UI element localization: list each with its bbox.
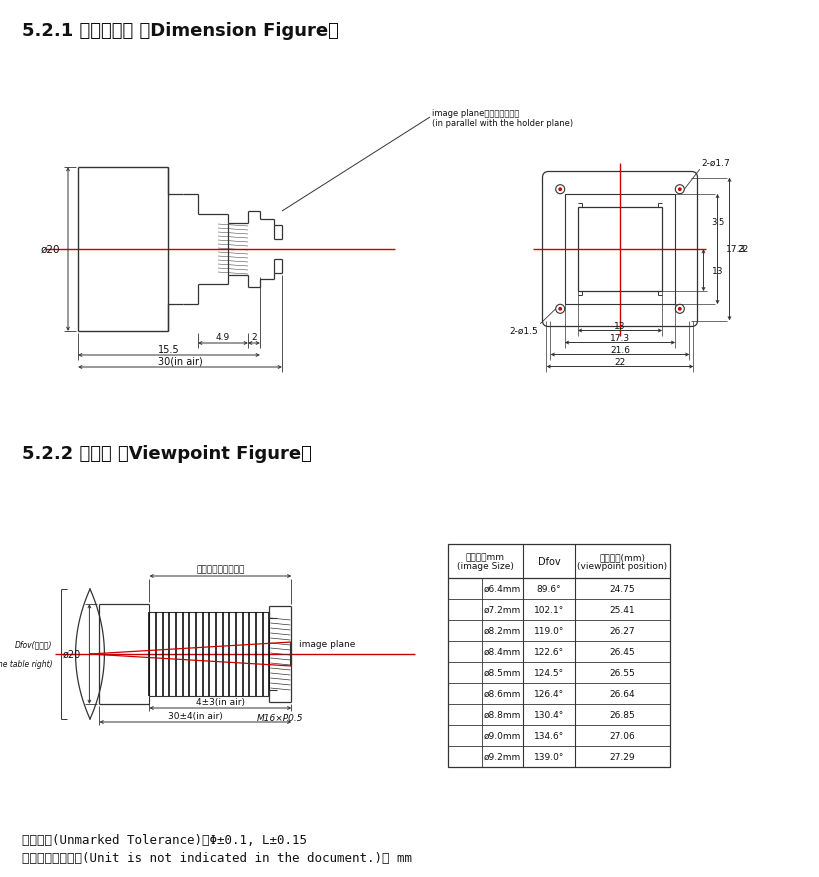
Text: ø9.2mm: ø9.2mm — [482, 752, 520, 761]
Text: 130.4°: 130.4° — [533, 710, 563, 719]
Text: 119.0°: 119.0° — [533, 626, 563, 635]
Text: 30±4(in air): 30±4(in air) — [168, 712, 223, 721]
Text: 27.06: 27.06 — [609, 731, 635, 740]
Bar — [564, 195, 674, 305]
Text: (viewpoint position): (viewpoint position) — [577, 562, 667, 571]
Text: 122.6°: 122.6° — [533, 647, 563, 656]
Text: 2-ø1.7: 2-ø1.7 — [701, 159, 730, 168]
Text: 未注公差(Unmarked Tolerance)：Φ±0.1, L±0.15: 未注公差(Unmarked Tolerance)：Φ±0.1, L±0.15 — [22, 833, 306, 846]
Text: 25.41: 25.41 — [609, 605, 635, 614]
Text: 26.45: 26.45 — [609, 647, 635, 656]
Text: ø20: ø20 — [40, 245, 60, 254]
Circle shape — [559, 308, 561, 310]
Text: 13: 13 — [613, 322, 625, 331]
Text: Dfov: Dfov — [537, 556, 559, 567]
Text: 27.29: 27.29 — [609, 752, 635, 761]
Text: ø8.4mm: ø8.4mm — [482, 647, 520, 656]
Text: 102.1°: 102.1° — [533, 605, 563, 614]
Text: image plane面与底座面平齐: image plane面与底座面平齐 — [432, 109, 518, 118]
Text: 3.5: 3.5 — [711, 217, 724, 226]
Text: ø8.5mm: ø8.5mm — [482, 668, 520, 677]
Circle shape — [559, 189, 561, 191]
Text: 26.27: 26.27 — [609, 626, 635, 635]
Text: Dfov(见表格): Dfov(见表格) — [15, 639, 52, 649]
Text: ø8.2mm: ø8.2mm — [482, 626, 520, 635]
Circle shape — [678, 189, 680, 191]
Text: (see the table right): (see the table right) — [0, 660, 52, 669]
Text: 26.55: 26.55 — [609, 668, 635, 677]
Text: 15.5: 15.5 — [158, 345, 179, 354]
Bar — [447, 545, 669, 767]
Text: 22: 22 — [613, 358, 625, 367]
Text: 17.3: 17.3 — [725, 246, 744, 254]
Text: 22: 22 — [736, 246, 748, 254]
Text: ø8.6mm: ø8.6mm — [482, 689, 520, 698]
Text: 17.3: 17.3 — [609, 333, 629, 343]
Text: ø20: ø20 — [63, 649, 81, 660]
Text: 2: 2 — [251, 333, 256, 342]
Text: (image Size): (image Size) — [456, 562, 514, 571]
Text: image plane: image plane — [299, 639, 355, 649]
Text: 5.2.1 外形尺寸图 （Dimension Figure）: 5.2.1 外形尺寸图 （Dimension Figure） — [22, 22, 338, 40]
Text: ø6.4mm: ø6.4mm — [482, 584, 520, 594]
Text: 2-ø1.5: 2-ø1.5 — [509, 326, 537, 335]
Bar — [577, 208, 662, 292]
Text: 5.2.2 视点图 （Viewpoint Figure）: 5.2.2 视点图 （Viewpoint Figure） — [22, 445, 311, 462]
Text: 4±3(in air): 4±3(in air) — [196, 698, 245, 707]
Text: 30(in air): 30(in air) — [157, 357, 202, 367]
Circle shape — [678, 308, 680, 310]
Text: 13: 13 — [711, 267, 722, 275]
Text: 本规格书未注单位(Unit is not indicated in the document.)： mm: 本规格书未注单位(Unit is not indicated in the do… — [22, 851, 411, 864]
Text: ø7.2mm: ø7.2mm — [482, 605, 520, 614]
Text: M16×P0.5: M16×P0.5 — [257, 714, 303, 723]
Text: 视点位置(mm): 视点位置(mm) — [599, 553, 645, 562]
Text: 26.85: 26.85 — [609, 710, 635, 719]
Text: 视点位置（见表格）: 视点位置（见表格） — [196, 565, 244, 574]
Text: ø8.8mm: ø8.8mm — [482, 710, 520, 719]
Text: 139.0°: 139.0° — [533, 752, 563, 761]
Text: 24.75: 24.75 — [609, 584, 635, 594]
Text: 134.6°: 134.6° — [533, 731, 563, 740]
Text: 126.4°: 126.4° — [533, 689, 563, 698]
Text: 4.9: 4.9 — [215, 333, 230, 342]
Text: 89.6°: 89.6° — [536, 584, 561, 594]
Text: (in parallel with the holder plane): (in parallel with the holder plane) — [432, 119, 572, 128]
Text: ø9.0mm: ø9.0mm — [482, 731, 520, 740]
Text: 21.6: 21.6 — [609, 346, 629, 354]
Text: 26.64: 26.64 — [609, 689, 635, 698]
Text: 124.5°: 124.5° — [533, 668, 563, 677]
Text: 像面大小mm: 像面大小mm — [465, 553, 505, 562]
